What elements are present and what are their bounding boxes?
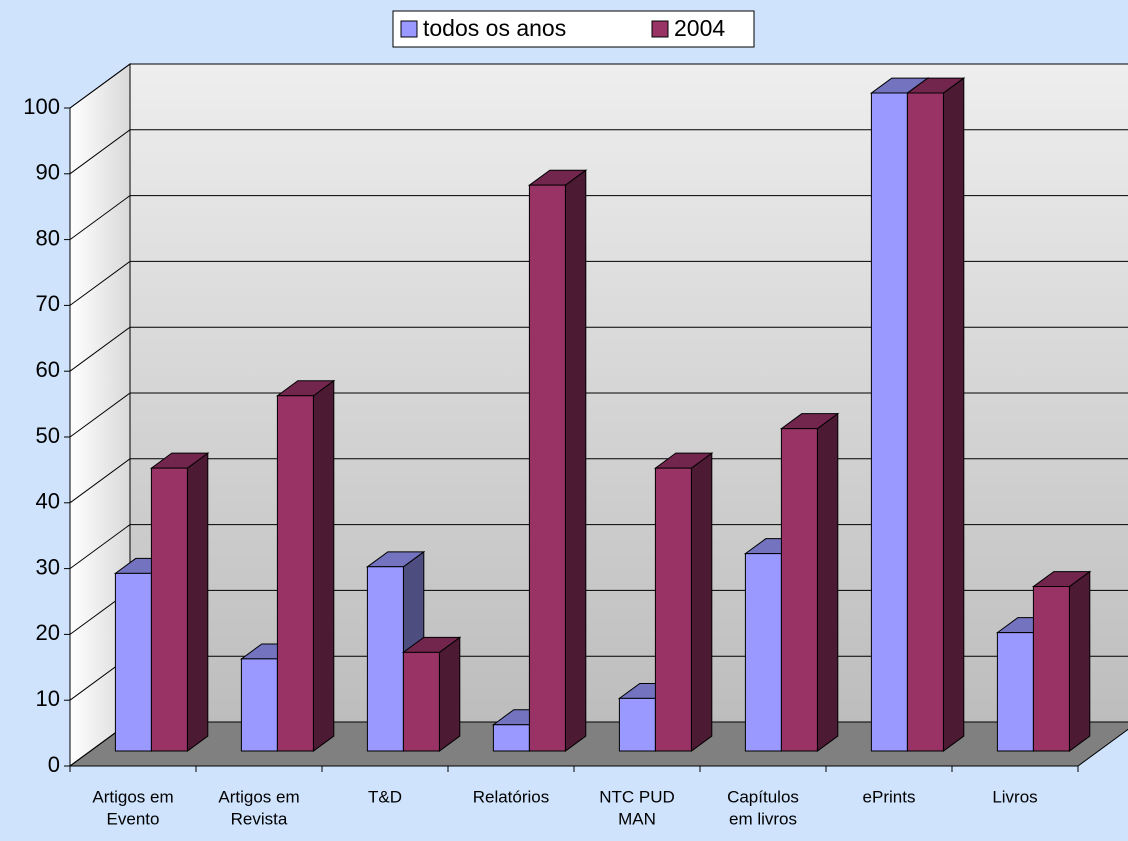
grid-line xyxy=(69,260,1128,306)
bar-side xyxy=(1068,570,1091,753)
y-tick-label: 20 xyxy=(36,620,60,645)
bar-front xyxy=(366,566,404,752)
bar xyxy=(779,412,840,753)
bar xyxy=(275,379,336,753)
bar-side xyxy=(438,636,461,753)
x-tick-label: Artigos em xyxy=(92,787,173,806)
bar-front xyxy=(528,184,566,752)
y-tick-label: 50 xyxy=(36,423,60,448)
x-tick-label: Relatórios xyxy=(473,787,550,806)
legend-swatch xyxy=(400,20,418,38)
x-tick-label: ePrints xyxy=(863,787,916,806)
y-tick-label: 10 xyxy=(36,686,60,711)
y-tick-label: 100 xyxy=(23,94,60,119)
bar-front xyxy=(402,651,440,752)
bar-front xyxy=(150,467,188,752)
bar xyxy=(1031,570,1092,753)
grid-line xyxy=(69,326,1128,372)
y-tick-label: 30 xyxy=(36,554,60,579)
bar-side xyxy=(690,452,713,753)
bar xyxy=(149,452,210,753)
grid-line xyxy=(69,63,1128,109)
bar-side xyxy=(186,452,209,753)
bar-front xyxy=(906,92,944,752)
bar-side xyxy=(816,412,839,753)
bar xyxy=(401,636,462,753)
bar-side xyxy=(564,169,587,753)
y-tick-label: 90 xyxy=(36,160,60,185)
bar-front xyxy=(870,92,908,752)
x-tick-label: Artigos em xyxy=(218,787,299,806)
bar-side xyxy=(312,379,335,753)
y-tick-label: 0 xyxy=(48,752,60,777)
bar-front xyxy=(744,553,782,752)
bar-front xyxy=(492,724,530,752)
bar xyxy=(527,169,588,753)
bar-front xyxy=(1032,586,1070,752)
grid-line xyxy=(69,392,1128,438)
y-tick-label: 60 xyxy=(36,357,60,382)
bar-front xyxy=(654,467,692,752)
bar-front xyxy=(780,428,818,752)
grid-line xyxy=(69,129,1128,175)
x-tick-label: Livros xyxy=(992,787,1037,806)
legend-label: todos os anos xyxy=(423,15,566,41)
bar xyxy=(905,77,966,753)
x-tick-label: NTC PUD xyxy=(599,787,675,806)
legend: todos os anos 2004 xyxy=(392,10,755,48)
x-tick-label: T&D xyxy=(368,787,402,806)
bar-side xyxy=(942,77,965,753)
x-tick-label: Revista xyxy=(231,809,288,828)
legend-label: 2004 xyxy=(674,15,725,41)
legend-box xyxy=(392,10,755,48)
y-tick-label: 80 xyxy=(36,225,60,250)
x-tick-label: Capítulos xyxy=(727,787,799,806)
x-tick-label: Evento xyxy=(107,809,160,828)
bar-front xyxy=(240,658,278,752)
x-tick-label: MAN xyxy=(618,809,656,828)
bar-front xyxy=(114,572,152,752)
bar xyxy=(653,452,714,753)
floor xyxy=(68,721,1128,767)
bar-front xyxy=(618,697,656,752)
legend-swatch xyxy=(651,20,669,38)
bar-front xyxy=(996,632,1034,752)
y-tick-label: 40 xyxy=(36,489,60,514)
y-tick-label: 70 xyxy=(36,291,60,316)
bar-front xyxy=(276,395,314,752)
x-tick-label: em livros xyxy=(729,809,797,828)
grid-line xyxy=(69,195,1128,241)
plot-area: 0 10 20 30 40 50 60 70 80 90 100 Artigos em Evento Ar… xyxy=(23,63,1128,828)
